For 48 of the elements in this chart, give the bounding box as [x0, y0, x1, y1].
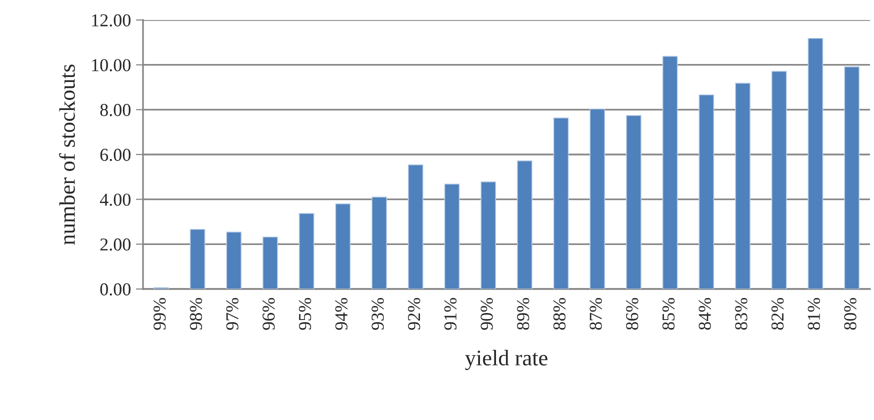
- x-tick-label: 90%: [480, 298, 493, 330]
- x-tick-label: 94%: [335, 298, 348, 330]
- bar: [444, 184, 460, 289]
- x-tick-label: 95%: [298, 298, 312, 330]
- bar: [844, 66, 860, 289]
- bar: [771, 70, 787, 289]
- bar: [808, 38, 824, 289]
- bar: [298, 213, 314, 289]
- y-axis-title: number of stockouts: [59, 64, 75, 245]
- y-tick-label: 0.00: [100, 283, 131, 296]
- x-tick-label: 85%: [662, 298, 675, 330]
- x-tick-label: 98%: [190, 298, 202, 330]
- x-tick-label: 88%: [553, 298, 566, 330]
- x-tick-label: 83%: [735, 298, 748, 330]
- bar: [190, 228, 206, 289]
- bar: [372, 196, 387, 289]
- bar: [480, 181, 496, 289]
- x-tick-label: 89%: [517, 298, 530, 330]
- bar: [516, 160, 532, 289]
- bar: [262, 236, 278, 289]
- bar: [626, 115, 642, 289]
- bar: [408, 164, 424, 289]
- bar: [553, 118, 569, 289]
- x-tick-label: 81%: [808, 298, 820, 330]
- x-tick-label: 91%: [444, 298, 457, 330]
- x-tick-label: 87%: [590, 298, 602, 330]
- y-tick-label: 4.00: [100, 194, 131, 206]
- x-tick-label: 96%: [262, 298, 275, 330]
- x-tick-label: 92%: [408, 298, 420, 330]
- bar: [226, 232, 242, 289]
- bar: [335, 203, 351, 289]
- x-tick-label: 84%: [698, 298, 712, 330]
- bar: [735, 82, 750, 289]
- x-tick-label: 82%: [771, 298, 784, 330]
- bar: [662, 56, 678, 289]
- bar: [698, 94, 714, 289]
- bar: [590, 108, 606, 289]
- y-tick-label: 6.00: [100, 148, 131, 162]
- x-axis-title: yield rate: [465, 350, 548, 370]
- y-tick-label: 12.00: [92, 14, 131, 27]
- x-tick-label: 97%: [226, 298, 238, 330]
- y-tick-label: 10.00: [92, 59, 131, 72]
- x-tick-label: 99%: [154, 298, 166, 330]
- x-tick-label: 80%: [844, 298, 856, 330]
- y-tick-label: 2.00: [100, 238, 131, 251]
- x-tick-label: 93%: [372, 298, 384, 330]
- x-tick-label: 86%: [626, 298, 638, 330]
- y-tick-label: 8.00: [100, 104, 131, 116]
